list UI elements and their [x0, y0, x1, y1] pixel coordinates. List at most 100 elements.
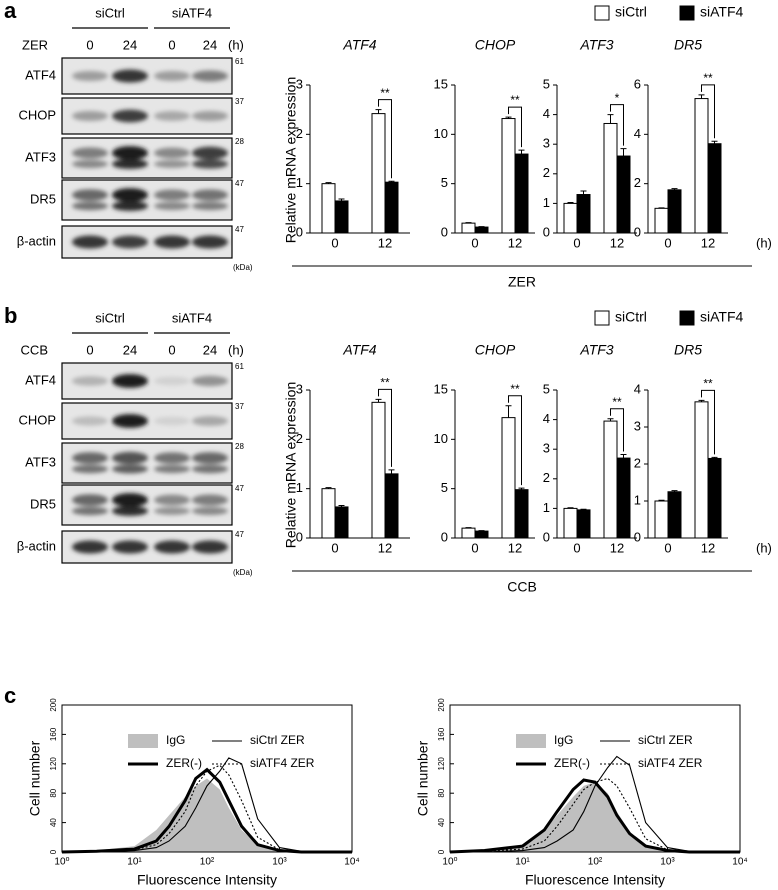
x-tick-label: 12 — [378, 540, 392, 555]
error-bar — [375, 398, 382, 403]
blot-treatment: ZER — [22, 37, 48, 52]
x-tick-label: 0 — [664, 540, 671, 555]
chart-title: ATF3 — [579, 342, 613, 358]
band — [72, 201, 108, 211]
bar — [474, 226, 489, 234]
time-unit: (h) — [228, 342, 244, 357]
histogram-area — [62, 778, 352, 852]
blot-group-label: siATF4 — [172, 310, 212, 325]
bar — [321, 488, 336, 539]
lane-time: 24 — [203, 37, 217, 52]
x-tick-label: 10⁰ — [442, 857, 457, 868]
y-tick-label: 6 — [634, 76, 641, 91]
x-tick-label: 12 — [701, 235, 715, 250]
blot-group-label: siCtrl — [95, 5, 125, 20]
error-bar — [505, 116, 512, 119]
significance-label: * — [615, 91, 620, 105]
y-tick-label: 2 — [634, 175, 641, 190]
chart-title: CHOP — [475, 342, 516, 358]
y-tick-label: 5 — [543, 381, 550, 396]
blot-group-label: siCtrl — [95, 310, 125, 325]
error-bar — [620, 454, 627, 459]
plot-frame — [449, 704, 741, 853]
y-tick-label: 0 — [543, 529, 550, 544]
bands — [72, 69, 228, 83]
y-tick-label: 4 — [634, 126, 641, 141]
y-tick-label: 200 — [437, 698, 446, 712]
y-tick-label: 4 — [634, 381, 641, 396]
band — [192, 494, 228, 506]
significance-label: ** — [703, 71, 713, 85]
bands — [72, 109, 228, 123]
significance-bracket — [378, 388, 392, 467]
mw-label: 61 — [235, 362, 244, 371]
lane-time: 24 — [123, 342, 137, 357]
significance-bracket — [610, 104, 624, 146]
band — [154, 452, 190, 464]
band — [154, 494, 190, 506]
legend-label: siCtrl — [615, 309, 647, 325]
error-bar — [338, 198, 345, 201]
band — [72, 70, 108, 82]
x-axis-label: Fluorescence Intensity — [137, 872, 277, 888]
y-tick-label: 160 — [437, 727, 446, 741]
mw-label: 47 — [235, 179, 244, 188]
band — [72, 506, 108, 516]
significance-bracket — [508, 395, 522, 486]
band — [112, 146, 148, 160]
x-unit: (h) — [756, 540, 772, 555]
x-tick-label: 0 — [331, 540, 338, 555]
legend-label: ZER(-) — [554, 756, 590, 770]
error-bar — [607, 114, 614, 124]
band — [154, 540, 190, 554]
bar — [654, 207, 669, 234]
x-tick-label: 12 — [508, 540, 522, 555]
bar — [603, 122, 618, 234]
mw-label: 47 — [235, 484, 244, 493]
y-tick-label: 0 — [441, 529, 448, 544]
band — [112, 506, 148, 516]
significance-label: ** — [510, 93, 520, 107]
error-bar — [658, 499, 665, 501]
band — [192, 159, 228, 169]
band — [154, 111, 190, 121]
panel-letter: b — [4, 303, 17, 328]
bands — [72, 235, 228, 249]
significance-bracket — [701, 389, 715, 455]
protein-label: CHOP — [18, 107, 56, 122]
band — [192, 507, 228, 515]
bar — [667, 491, 682, 539]
legend-swatch — [679, 310, 695, 326]
band — [192, 201, 228, 211]
x-tick-label: 0 — [664, 235, 671, 250]
error-bar — [711, 456, 718, 459]
band — [112, 69, 148, 83]
y-tick-label: 80 — [49, 788, 58, 797]
y-tick-label: 2 — [543, 470, 550, 485]
y-tick-label: 0 — [543, 224, 550, 239]
y-tick-label: 3 — [634, 418, 641, 433]
y-tick-label: 5 — [441, 175, 448, 190]
y-tick-label: 40 — [49, 818, 58, 827]
band — [192, 189, 228, 201]
x-tick-label: 10¹ — [515, 857, 530, 868]
lane-time: 0 — [86, 37, 93, 52]
band — [192, 540, 228, 554]
error-bar — [388, 180, 395, 183]
bar — [576, 194, 591, 234]
legend-swatch — [516, 734, 546, 748]
mw-label: 28 — [235, 442, 244, 451]
bar — [334, 506, 349, 539]
legend-swatch — [594, 5, 610, 21]
plot-frame — [61, 704, 353, 853]
protein-label: ATF3 — [25, 149, 56, 164]
bar — [321, 183, 336, 234]
y-tick-label: 80 — [437, 788, 446, 797]
y-tick-label: 2 — [634, 455, 641, 470]
band — [192, 464, 228, 474]
error-bar — [607, 418, 614, 422]
bar — [514, 153, 529, 234]
protein-label: DR5 — [30, 496, 56, 511]
mw-label: 28 — [235, 137, 244, 146]
y-tick-label: 3 — [543, 136, 550, 151]
